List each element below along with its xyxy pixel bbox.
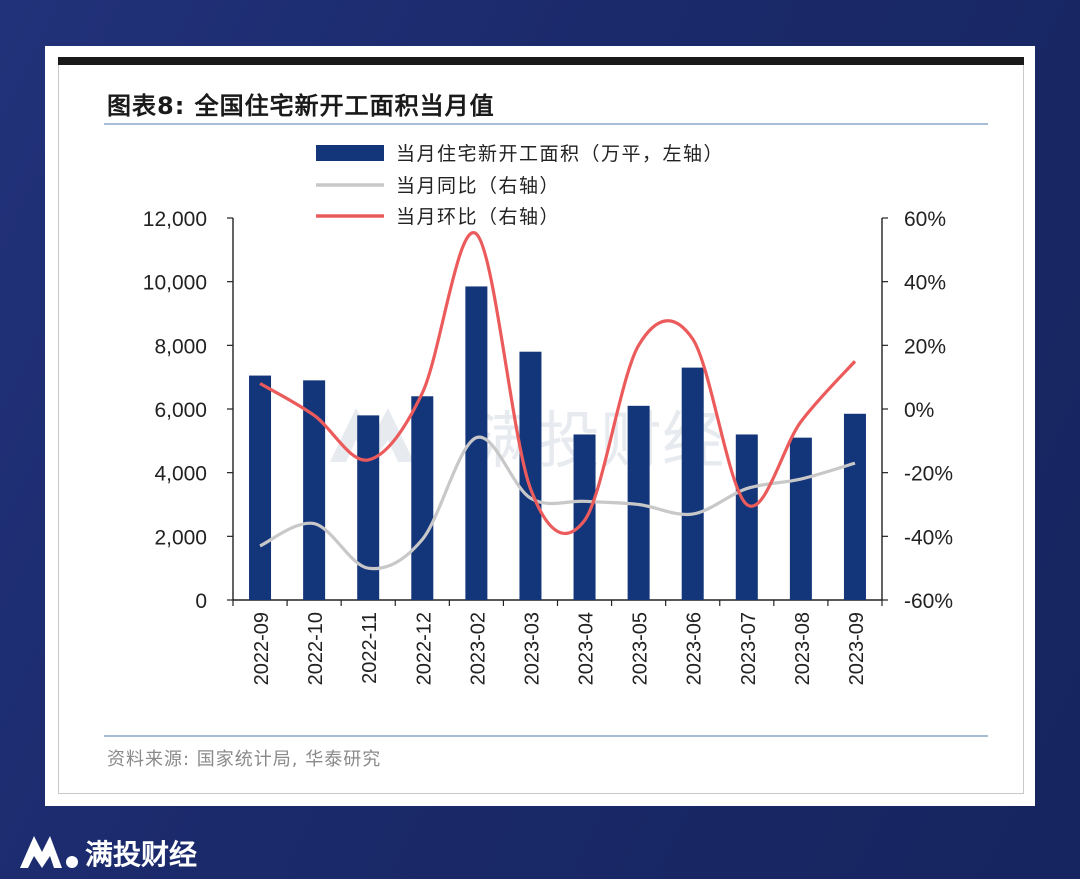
source-note: 资料来源: 国家统计局, 华泰研究 (107, 749, 382, 770)
x-tick-label: 2023-02 (467, 612, 489, 685)
x-tick-label: 2023-03 (521, 612, 543, 685)
x-tick-label: 2022-11 (359, 612, 381, 684)
bar-new-starts (519, 351, 542, 600)
left-tick-label: 8,000 (154, 335, 207, 358)
title-divider (104, 123, 988, 125)
left-tick-label: 2,000 (154, 526, 207, 549)
x-tick-label: 2022-12 (413, 612, 435, 685)
watermark-logo-icon (330, 408, 414, 462)
bar-new-starts (249, 375, 272, 600)
line-mom (259, 231, 857, 536)
source-divider (104, 735, 988, 737)
x-tick-label: 2023-07 (738, 612, 760, 685)
left-tick-label: 6,000 (154, 399, 207, 422)
legend-label: 当月环比（右轴） (396, 206, 560, 228)
x-tick-label: 2023-05 (630, 612, 652, 685)
line-yoy (259, 435, 856, 571)
x-tick-label: 2023-08 (792, 612, 814, 685)
x-tick-label: 2022-09 (251, 612, 273, 685)
bar-new-starts (735, 434, 758, 600)
legend-swatch-bar (316, 145, 384, 161)
right-tick-label: 60% (904, 208, 946, 231)
footer-brand: 满投财经 (85, 838, 198, 871)
x-tick-label: 2022-10 (305, 612, 327, 685)
legend-label: 当月住宅新开工面积（万平，左轴） (396, 143, 724, 165)
bar-new-starts (357, 415, 380, 600)
bar-new-starts (843, 413, 866, 600)
left-tick-label: 4,000 (154, 463, 207, 486)
right-tick-label: -40% (904, 526, 953, 549)
bar-new-starts (411, 396, 434, 600)
legend-label: 当月同比（右轴） (396, 175, 560, 197)
left-tick-label: 10,000 (143, 272, 207, 295)
right-tick-label: -20% (904, 463, 953, 486)
right-tick-label: 0% (904, 399, 934, 422)
right-tick-label: 20% (904, 335, 946, 358)
chart-title: 图表8: 全国住宅新开工面积当月值 (107, 92, 495, 120)
right-tick-label: 40% (904, 272, 946, 295)
bar-new-starts (465, 286, 488, 600)
x-tick-label: 2023-06 (684, 612, 706, 685)
left-tick-label: 12,000 (143, 208, 207, 231)
bar-new-starts (573, 434, 596, 600)
bar-new-starts (303, 380, 326, 600)
x-tick-label: 2023-04 (576, 612, 598, 685)
brand-logo-icon (20, 836, 78, 868)
top-rule (58, 57, 1024, 65)
left-tick-label: 0 (195, 590, 207, 613)
right-tick-label: -60% (904, 590, 953, 613)
x-tick-label: 2023-09 (846, 612, 868, 685)
bar-new-starts (789, 437, 812, 600)
bar-new-starts (681, 367, 704, 600)
